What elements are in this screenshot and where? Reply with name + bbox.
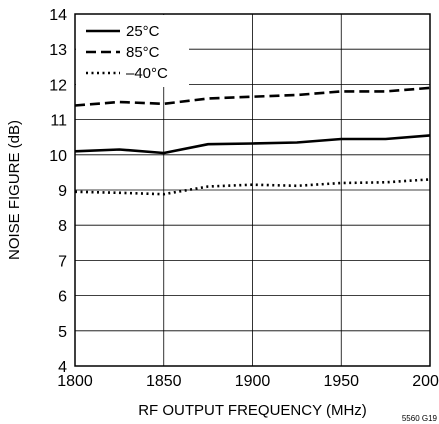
x-tick-label: 1850 [146,373,182,390]
y-tick-label: 6 [58,289,67,306]
y-tick-label: 11 [50,113,67,130]
grid-lines [74,13,431,367]
y-tick-label: 14 [49,7,67,24]
y-tick-label: 4 [58,359,67,376]
y-tick-label: 8 [58,218,67,235]
y-tick-label: 7 [58,253,67,270]
y-axis-label: NOISE FIGURE (dB) [6,120,23,260]
y-tick-label: 12 [49,77,67,94]
x-axis-label: RF OUTPUT FREQUENCY (MHz) [138,402,367,419]
y-tick-label: 13 [49,42,67,59]
plot-frame [74,13,431,367]
legend-label-2: –40°C [126,65,168,82]
legend-label-0: 25°C [126,23,160,40]
legend-label-1: 85°C [126,44,160,61]
series-line-0 [74,134,431,155]
x-tick-label: 1950 [323,373,359,390]
x-tick-label: 1800 [57,373,93,390]
y-tick-label: 9 [58,183,67,200]
x-tick-labels: 1800 1850 1900 1950 2000 [57,373,439,390]
y-tick-label: 10 [49,148,67,165]
x-tick-label: 1900 [235,373,271,390]
x-tick-label: 2000 [412,373,439,390]
y-tick-label: 5 [58,324,67,341]
y-tick-labels: 4 5 6 7 8 9 10 11 12 13 14 [49,7,67,376]
legend: 25°C 85°C –40°C [76,15,189,87]
figure-id: 5560 G19 [402,414,438,423]
series-layer [74,86,431,196]
